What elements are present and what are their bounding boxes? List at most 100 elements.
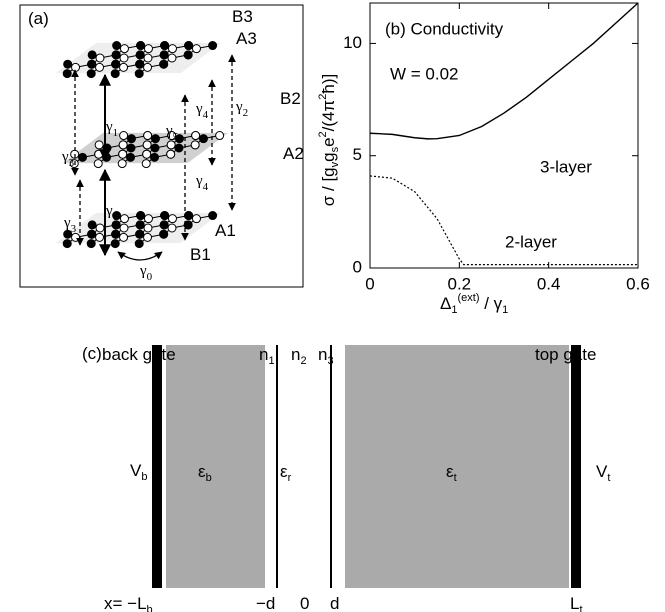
text-part: t [454, 472, 457, 484]
series-line [369, 175, 638, 266]
series-label: 2-layer [505, 232, 557, 251]
text-part: γ [195, 173, 203, 189]
lattice-label: B1 [190, 245, 211, 264]
atom [183, 50, 193, 60]
atom [159, 229, 169, 239]
y-tick-label: 0 [353, 257, 362, 276]
atom [167, 53, 177, 63]
chart-title: (b) Conductivity [385, 19, 504, 38]
atom [166, 149, 176, 159]
atom [63, 229, 73, 239]
atom [62, 239, 72, 249]
text-part: d [330, 594, 339, 612]
lattice-label: A1 [215, 221, 236, 240]
text-part: 1 [502, 304, 508, 316]
back-gate [152, 345, 162, 588]
gate-label: Vb [130, 461, 147, 482]
lattice-label: γ4 [195, 101, 209, 120]
annotation: W = 0.02 [390, 64, 459, 83]
atom [110, 69, 120, 79]
atom [126, 143, 136, 153]
lattice-label: A3 [236, 29, 257, 48]
atom [134, 69, 144, 79]
atom [95, 62, 105, 72]
atom [143, 131, 153, 141]
atom [119, 44, 129, 54]
atom [119, 131, 129, 141]
atom [119, 53, 129, 63]
atom [159, 50, 169, 60]
x-tick-label: 0 [365, 274, 374, 293]
atom [112, 41, 122, 51]
text-part: top gate [535, 345, 596, 364]
atom [95, 223, 105, 233]
top-gate [571, 345, 581, 588]
lattice-label: γ2 [235, 99, 248, 118]
lattice-label: γ3 [61, 149, 75, 168]
text-part: γ [105, 203, 113, 219]
text-part: b [206, 472, 212, 484]
atom [134, 239, 144, 249]
text-part: x= −L [104, 594, 147, 612]
dielectric-back [166, 345, 265, 588]
y-axis-label: σ / [gvgse2/(4π2ħ)] [317, 74, 341, 206]
atom [62, 69, 72, 79]
gate-label: n2 [291, 345, 307, 366]
x-tick-label: 0.2 [448, 274, 472, 293]
atom [143, 62, 153, 72]
atom [135, 229, 145, 239]
atom [198, 134, 208, 144]
atom [112, 211, 122, 221]
text-part: (c) [82, 344, 102, 363]
atom [119, 232, 129, 242]
text-part: / γ [479, 294, 502, 313]
y-tick-label: 10 [343, 33, 362, 52]
atom [150, 152, 160, 162]
atom [136, 41, 146, 51]
atom [160, 211, 170, 221]
series-line [369, 2, 639, 140]
atom [126, 152, 136, 162]
text-part: ε [446, 462, 454, 481]
series-label: 3-layer [540, 157, 592, 176]
atom [166, 140, 176, 150]
text-part: σ / [g [319, 167, 338, 206]
text-part: −d [256, 594, 275, 612]
text-part: 0 [300, 594, 309, 612]
atom [143, 223, 153, 233]
text-part: 3 [71, 223, 77, 235]
text-part: γ [139, 263, 147, 279]
y-tick-label: 5 [353, 145, 362, 164]
gate-label: n1 [259, 345, 275, 366]
atom [111, 229, 121, 239]
text-part: ε [280, 462, 288, 481]
atom [142, 149, 152, 159]
atom [167, 223, 177, 233]
text-part: r [288, 472, 292, 484]
atom [71, 232, 81, 242]
gate-label: d [330, 594, 339, 612]
atom [111, 59, 121, 69]
lattice-label: B2 [280, 89, 301, 108]
lattice-label: B3 [232, 7, 253, 26]
atom [102, 152, 112, 162]
text-part: 1 [451, 304, 457, 316]
lattice-label: A2 [283, 144, 304, 163]
atom [143, 214, 153, 224]
x-tick-label: 0.4 [537, 274, 561, 293]
text-part: n [291, 345, 300, 364]
atom [184, 41, 194, 51]
text-part: A2 [283, 144, 304, 163]
atom [167, 214, 177, 224]
x-axis-label: Δ1(ext) / γ1 [440, 292, 508, 316]
atom [86, 69, 96, 79]
text-part: γ [63, 215, 71, 231]
atom [135, 220, 145, 230]
atom [141, 159, 151, 169]
text-part: g [319, 152, 338, 161]
text-part: V [130, 461, 142, 480]
atom [143, 53, 153, 63]
atom [63, 59, 73, 69]
atom [119, 62, 129, 72]
atom [117, 159, 127, 169]
